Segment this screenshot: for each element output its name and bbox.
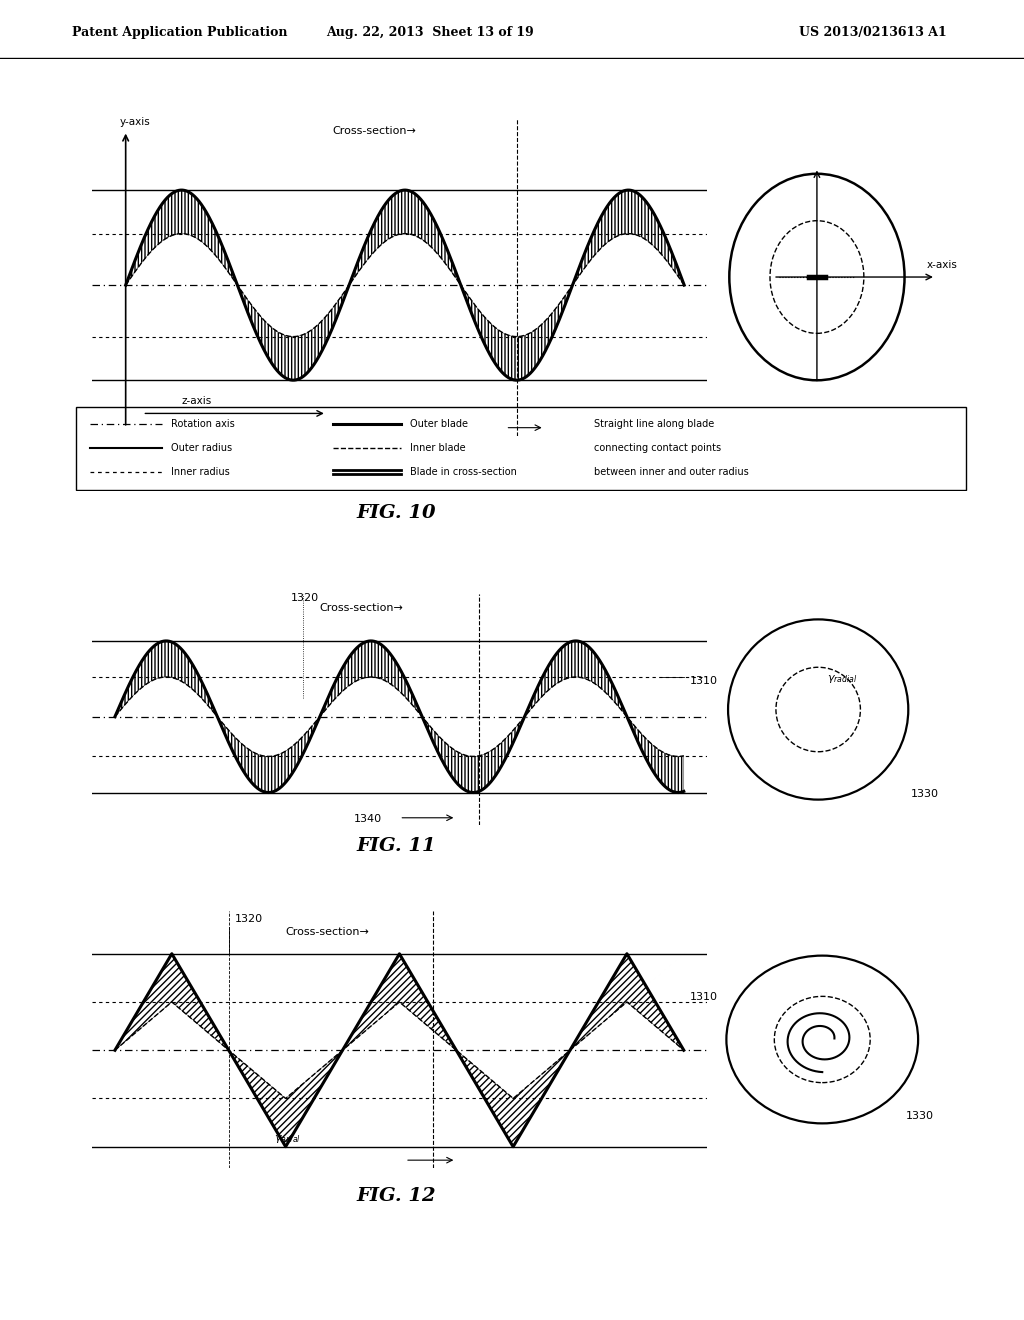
Text: Cross-section→: Cross-section→	[286, 927, 370, 937]
Text: FIG. 11: FIG. 11	[356, 837, 436, 855]
Text: Patent Application Publication: Patent Application Publication	[72, 26, 287, 40]
Text: FIG. 10: FIG. 10	[356, 504, 436, 523]
Text: Aug. 22, 2013  Sheet 13 of 19: Aug. 22, 2013 Sheet 13 of 19	[327, 26, 534, 40]
Text: Blade in cross-section: Blade in cross-section	[410, 467, 516, 478]
Text: FIG. 12: FIG. 12	[356, 1187, 436, 1205]
Text: 1320: 1320	[234, 915, 262, 924]
Text: y-axis: y-axis	[120, 116, 151, 127]
Text: Inner blade: Inner blade	[410, 444, 465, 453]
Text: $\gamma_{radial}$: $\gamma_{radial}$	[826, 672, 857, 685]
Text: z-axis: z-axis	[181, 396, 212, 405]
Text: between inner and outer radius: between inner and outer radius	[594, 467, 750, 478]
Text: Cross-section→: Cross-section→	[319, 603, 403, 614]
Text: 1340: 1340	[354, 814, 382, 824]
Text: Outer radius: Outer radius	[171, 444, 231, 453]
Text: Rotation axis: Rotation axis	[171, 418, 234, 429]
Text: Inner radius: Inner radius	[171, 467, 229, 478]
Text: Cross-section→: Cross-section→	[333, 125, 416, 136]
Text: US 2013/0213613 A1: US 2013/0213613 A1	[799, 26, 946, 40]
Text: 1310: 1310	[689, 991, 718, 1002]
Text: 1330: 1330	[906, 1111, 934, 1121]
Text: Outer blade: Outer blade	[410, 418, 468, 429]
Text: 1320: 1320	[291, 593, 319, 603]
Text: 1310: 1310	[689, 676, 718, 685]
Text: connecting contact points: connecting contact points	[594, 444, 722, 453]
Text: $\gamma_{axial}$: $\gamma_{axial}$	[274, 1133, 301, 1144]
Text: 1330: 1330	[911, 789, 939, 799]
Text: x-axis: x-axis	[927, 260, 957, 269]
Text: Straight line along blade: Straight line along blade	[594, 418, 715, 429]
